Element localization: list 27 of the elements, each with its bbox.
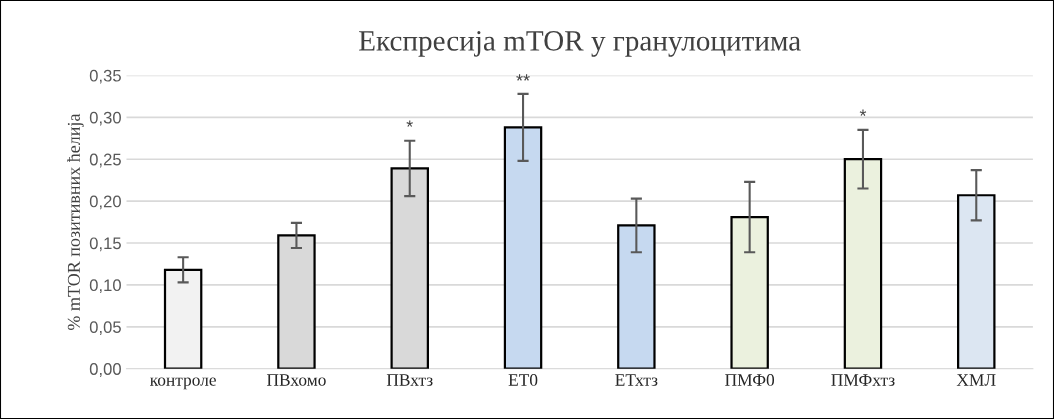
x-tick-label: ПМФхтз [831,374,895,386]
bar [957,194,996,369]
bar [617,224,656,369]
y-tick-label: 0,30 [89,111,121,126]
x-tick-label: ПВхомо [266,374,326,386]
y-tick-label: 0,20 [89,195,121,210]
x-tick-label: ПМФ0 [725,374,775,386]
bar [843,158,883,369]
annotation: * [406,120,413,127]
y-tick-label: 0,25 [89,153,121,168]
bar [730,215,769,369]
x-tick-label: ПВхтз [386,374,433,386]
chart-title: Експресија mTOR у гранулоцитима [359,31,801,57]
x-tick-label: контроле [150,377,216,390]
bar [163,268,203,369]
y-axis-title: % mTOR позитивних ћелија [67,113,84,330]
x-tick-label: ХМЛ [956,374,996,386]
y-tick-label: 0,15 [89,237,121,252]
y-tick-label: 0,00 [89,363,121,377]
y-tick-label: 0,10 [89,279,121,294]
bar [503,126,543,369]
y-tick-label: 0,35 [89,69,121,84]
annotation: ** [516,74,530,81]
y-tick-label: 0,05 [89,321,121,335]
x-tick-label: ЕТхтз [615,374,658,386]
x-tick-label: ЕТ0 [508,374,538,386]
annotation: * [859,109,867,116]
